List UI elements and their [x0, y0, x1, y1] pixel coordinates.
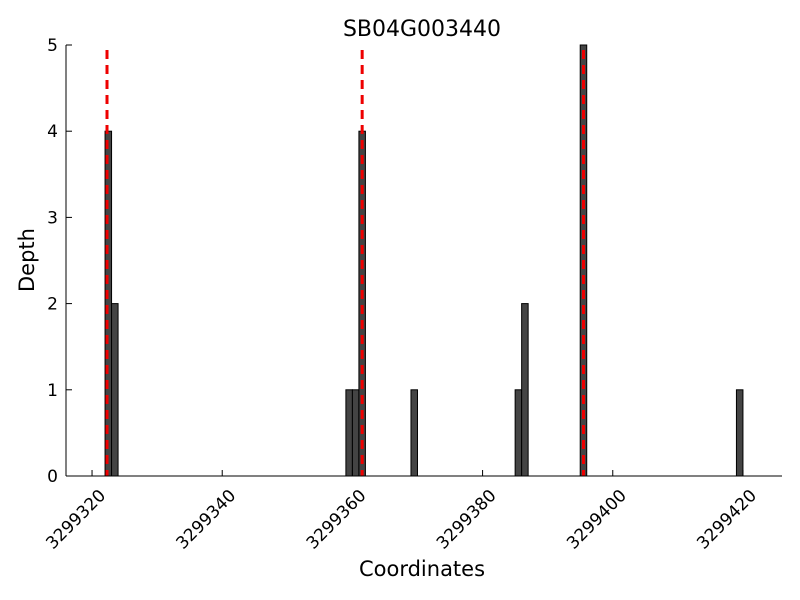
y-tick-label-2: 2: [47, 295, 58, 315]
marker-lines: [105, 50, 585, 476]
x-tick-label-2: 3299360: [303, 486, 371, 554]
x-tick-label-5: 3299420: [693, 486, 761, 554]
y-tick-label-4: 4: [47, 122, 58, 142]
y-tick-label-5: 5: [47, 36, 58, 56]
bar-5: [410, 389, 418, 477]
x-tick-label-1: 3299340: [173, 486, 241, 554]
chart-title: SB04G003440: [343, 17, 501, 42]
y-tick-label-1: 1: [47, 381, 58, 401]
bar-6: [514, 389, 523, 477]
bar-0: [104, 130, 113, 477]
axes: 0 1 2 3 4 5 3299320 3299340 3299360 3299380 329940…: [42, 36, 782, 554]
y-axis-label: Depth: [15, 228, 39, 292]
y-tick-label-3: 3: [47, 208, 58, 228]
bars: [104, 44, 744, 477]
bar-2: [345, 389, 353, 477]
bar-7: [521, 303, 529, 477]
x-tick-label-0: 3299320: [42, 486, 110, 554]
bar-4: [358, 130, 366, 477]
x-tick-label-4: 3299400: [563, 486, 631, 554]
bar-1: [111, 303, 119, 477]
x-tick-label-3: 3299380: [433, 486, 501, 554]
x-axis-label: Coordinates: [359, 557, 485, 581]
bar-9: [735, 389, 744, 477]
y-tick-label-0: 0: [47, 467, 58, 487]
bar-3: [351, 389, 360, 477]
